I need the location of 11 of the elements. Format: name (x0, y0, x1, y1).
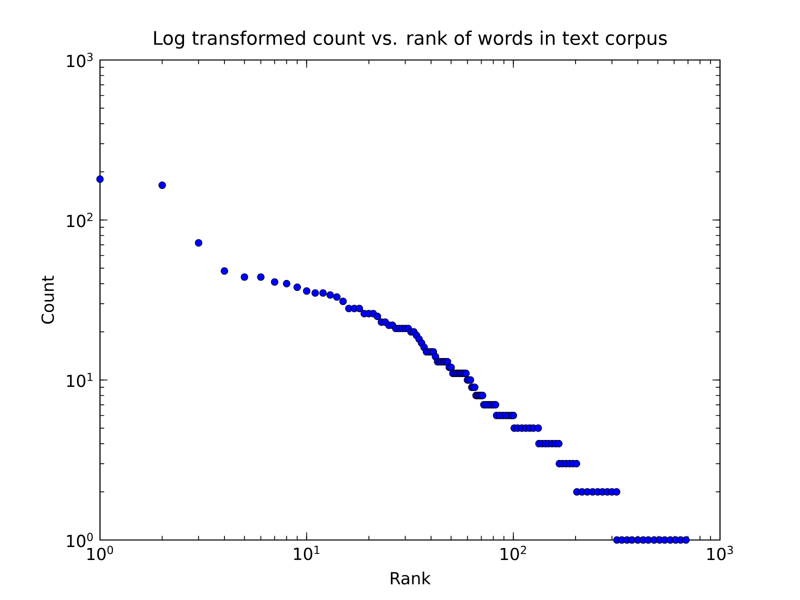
y-tick-label: 10$^{3}$ (67, 52, 93, 68)
y-tick-label: 10$^{1}$ (67, 372, 92, 388)
x-tick-label: 10$^{1}$ (294, 546, 320, 560)
y-tick-label: 10$^{0}$ (67, 532, 93, 548)
y-tick-label: 10$^{2}$ (67, 212, 92, 228)
x-axis-title: Rank (390, 572, 431, 584)
chart-title: Log transformed count vs. rank of words in text corpus (154, 30, 667, 49)
y-axis-title: Count (41, 276, 54, 324)
x-tick-label: 10$^{3}$ (707, 546, 733, 560)
x-tick-label: 10$^{2}$ (500, 546, 526, 560)
x-tick-label: 10$^{0}$ (87, 546, 114, 560)
